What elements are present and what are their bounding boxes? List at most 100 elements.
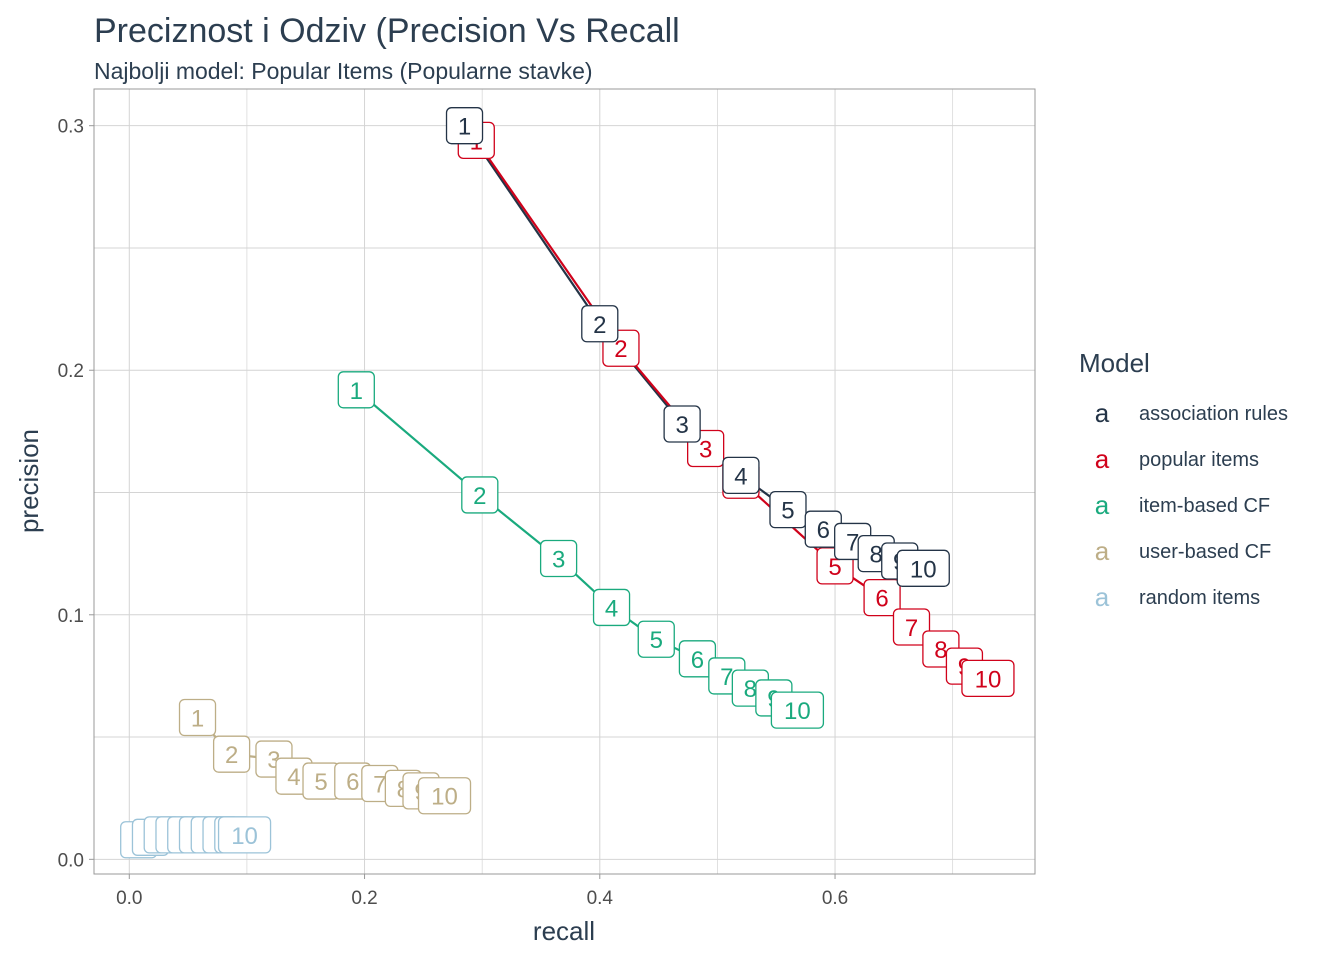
legend-key: a: [1095, 444, 1110, 474]
point-label-text: 5: [828, 554, 841, 581]
point-label-box: [896, 549, 950, 587]
y-tick-label: 0.2: [58, 361, 84, 382]
point-label-box: [217, 816, 272, 854]
point-label-text: 4: [287, 764, 300, 791]
point-label-text: 5: [650, 627, 663, 654]
series-lines: [138, 125, 989, 841]
point-label: 2: [581, 305, 619, 343]
point-label-text: 4: [734, 463, 747, 490]
point-label: 8: [922, 630, 960, 668]
point-label-box: [892, 608, 931, 646]
point-label-text: 7: [905, 615, 918, 642]
point-label: 4: [722, 456, 760, 495]
legend-key: a: [1095, 582, 1110, 612]
point-label: 2: [212, 735, 251, 773]
series-labels-user-based-CF: 12345678910: [178, 698, 472, 815]
x-tick-label: 0.6: [822, 888, 848, 909]
legend-item: a item-based CF: [1095, 490, 1270, 520]
point-label-box: [592, 588, 631, 627]
point-label-box: [417, 777, 472, 815]
point-label-text: 2: [614, 336, 627, 363]
point-label-box: [722, 456, 760, 495]
plot-panel-border: [93, 88, 1036, 875]
series-line-popular-items: [475, 139, 989, 680]
series-point-labels: 1234567891012345678910123456789101234567…: [120, 107, 1015, 859]
legend-label: random items: [1139, 587, 1260, 609]
point-label-text: 6: [875, 586, 888, 613]
x-axis-title: recall: [533, 916, 595, 946]
point-label: 2: [461, 476, 499, 514]
point-label-text: 8: [934, 637, 947, 664]
point-label-box: [770, 691, 825, 729]
point-label: 3: [539, 539, 578, 578]
point-label-text: 6: [346, 769, 359, 796]
point-label-text: 3: [675, 412, 688, 439]
chart-title: Preciznost i Odziv (Precision Vs Recall: [94, 12, 680, 50]
point-label-text: 5: [314, 769, 327, 796]
point-label-box: [337, 371, 375, 409]
point-label-text: 10: [784, 698, 811, 725]
point-label: 10: [417, 777, 472, 815]
point-label-text: 10: [910, 556, 937, 583]
point-label-text: 10: [231, 823, 258, 850]
x-tick-label: 0.2: [351, 888, 377, 909]
point-label: 3: [663, 405, 701, 443]
point-label-box: [212, 735, 251, 773]
point-label-text: 2: [593, 312, 606, 339]
legend-item: a user-based CF: [1095, 536, 1272, 566]
point-label: 6: [804, 510, 842, 548]
point-label-text: 7: [373, 772, 386, 799]
legend-key: a: [1095, 536, 1110, 566]
series-labels-association-rules: 12345678910: [445, 107, 950, 587]
point-label-text: 1: [191, 705, 204, 732]
series-labels-item-based-CF: 12345678910: [337, 371, 825, 729]
point-label: 6: [863, 579, 901, 617]
y-tick-label: 0.1: [58, 606, 84, 627]
point-label-box: [539, 539, 578, 578]
point-label: 10: [961, 659, 1015, 698]
point-label: 10: [217, 816, 272, 854]
point-label-box: [863, 579, 901, 617]
point-label: 6: [678, 640, 717, 678]
legend: Model a association rules a popular items a i…: [1079, 348, 1288, 612]
legend-key: a: [1095, 490, 1110, 520]
y-tick-label: 0.0: [58, 850, 84, 871]
point-label-box: [637, 620, 675, 658]
point-label-box: [178, 698, 217, 737]
point-label-text: 2: [473, 483, 486, 510]
point-label: 7: [892, 608, 931, 646]
point-label-box: [663, 405, 701, 443]
point-label-box: [445, 107, 484, 145]
series-labels-popular-items: 12345678910: [457, 121, 1015, 698]
x-tick-label: 0.4: [587, 888, 614, 909]
point-label-text: 10: [975, 666, 1002, 693]
point-label: 4: [592, 588, 631, 627]
point-label-text: 10: [431, 784, 458, 811]
point-label-text: 3: [699, 436, 712, 463]
grid: [94, 89, 1035, 874]
point-label-box: [581, 305, 619, 343]
x-axis-ticks: 0.0 0.2 0.4 0.6: [116, 874, 848, 909]
point-label: 10: [896, 549, 950, 587]
y-tick-label: 0.3: [58, 117, 84, 138]
point-label-text: 7: [720, 664, 733, 691]
legend-title: Model: [1079, 348, 1150, 378]
point-label: 5: [637, 620, 675, 658]
chart-subtitle: Najbolji model: Popular Items (Popularne…: [94, 58, 593, 84]
point-label-text: 1: [458, 114, 471, 141]
point-label-text: 4: [605, 595, 618, 622]
legend-label: item-based CF: [1139, 495, 1270, 517]
point-label: 1: [445, 107, 484, 145]
series-line-association-rules: [463, 125, 924, 570]
x-tick-label: 0.0: [116, 888, 142, 909]
legend-label: popular items: [1139, 449, 1259, 471]
point-label-text: 5: [781, 498, 794, 525]
legend-item: a random items: [1095, 582, 1260, 612]
y-axis-title: precision: [14, 429, 44, 533]
point-label-text: 8: [744, 676, 757, 703]
legend-item: a association rules: [1095, 398, 1288, 428]
point-label: 1: [178, 698, 217, 737]
point-label: 5: [769, 490, 807, 529]
point-label-text: 6: [817, 517, 830, 544]
